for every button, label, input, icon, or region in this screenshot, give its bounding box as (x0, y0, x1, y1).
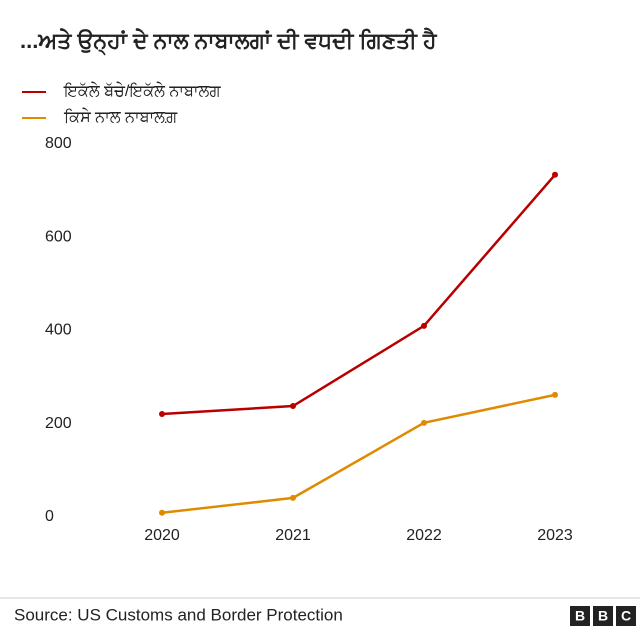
logo-box (593, 606, 613, 626)
point (421, 419, 427, 426)
y-tick-label: 200 (45, 415, 72, 432)
legend-label: ਇਕੱਲੇ ਬੱਚੇ/ਇਕੱਲੇ ਨਾਬਾਲਗ (63, 82, 221, 100)
logo-box (570, 606, 590, 626)
x-tick-label: 2022 (406, 527, 442, 544)
logo-letter: B (598, 608, 608, 624)
x-tick-label: 2020 (144, 527, 180, 544)
point (290, 494, 296, 501)
chart-title: ...ਅਤੇ ਉਨ੍ਹਾਂ ਦੇ ਨਾਲ ਨਾਬਾਲਗਾਂ ਦੀ ਵਧਦੀ ਗਿ… (20, 27, 438, 57)
logo-letter: C (621, 608, 631, 624)
point (290, 403, 296, 410)
point (552, 391, 558, 398)
logo-box (616, 606, 636, 626)
x-tick-label: 2023 (537, 527, 573, 544)
logo-letter: B (575, 608, 585, 624)
point (159, 509, 165, 516)
point (159, 410, 165, 417)
series-line (161, 393, 556, 515)
series-line (161, 173, 556, 416)
y-tick-label: 600 (45, 228, 72, 245)
x-tick-label: 2021 (275, 527, 311, 544)
y-tick-label: 400 (45, 322, 72, 339)
y-tick-label: 800 (45, 135, 72, 152)
legend-label: ਕਿਸੇ ਨਾਲ ਨਾਬਾਲਗ਼ (63, 108, 178, 126)
point (421, 322, 427, 329)
y-tick-label: 0 (45, 508, 54, 525)
point (552, 171, 558, 178)
source: Source: US Customs and Border Protection (14, 605, 343, 624)
